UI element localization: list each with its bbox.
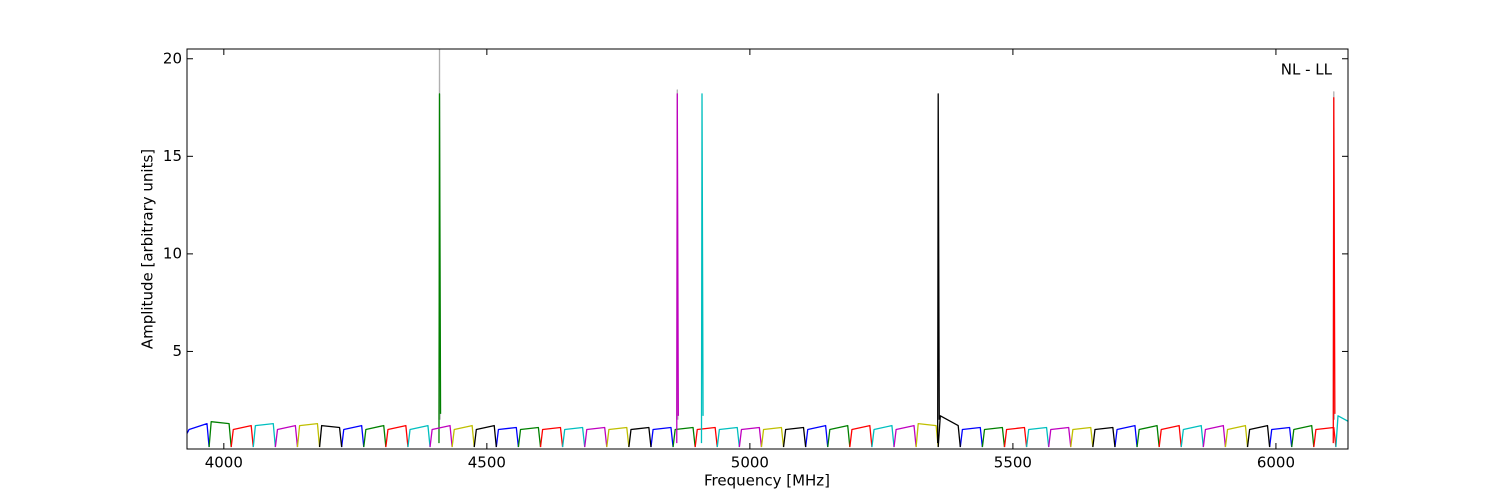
x-axis-label: Frequency [MHz]	[704, 472, 830, 490]
spectrum-line	[208, 93, 1315, 448]
x-tick-label: 4500	[468, 454, 506, 472]
spectrum-line	[252, 93, 1348, 448]
spectrum-line	[318, 93, 1271, 448]
x-tick-label: 6000	[1257, 454, 1295, 472]
x-tick-label: 5500	[994, 454, 1032, 472]
x-tick-label: 4000	[205, 454, 243, 472]
axes-frame	[186, 48, 1349, 450]
y-tick-label: 10	[163, 244, 182, 262]
annotation: NL - LL	[1281, 61, 1333, 79]
spectrum-line	[296, 422, 1249, 448]
y-tick-label: 20	[163, 49, 182, 67]
plot-area	[187, 49, 1348, 448]
y-tick-label: 15	[163, 147, 182, 165]
x-tick-label: 5000	[731, 454, 769, 472]
spectrum-line	[230, 97, 1337, 448]
y-axis-label: Amplitude [arbitrary units]	[139, 149, 157, 349]
spectrum-line	[187, 422, 1293, 448]
spectrum-line	[274, 93, 1227, 448]
y-tick-label: 5	[172, 342, 182, 360]
